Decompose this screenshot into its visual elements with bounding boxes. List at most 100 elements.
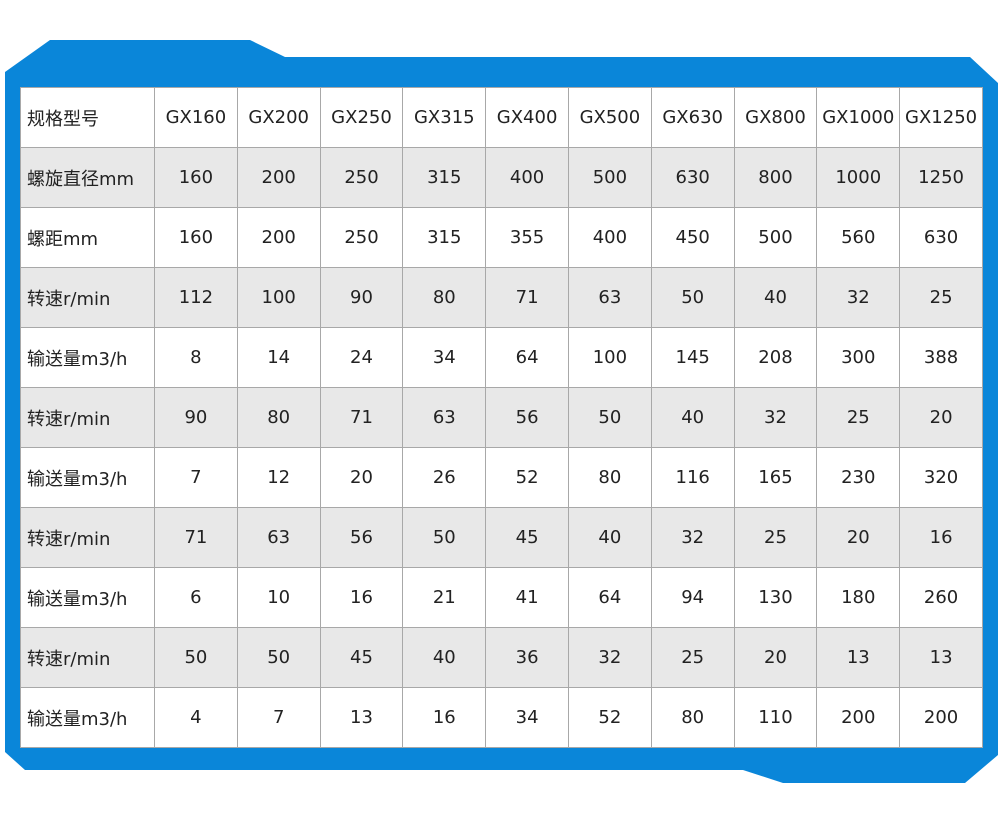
row-label: 转速r/min xyxy=(20,507,155,568)
table-cell: 355 xyxy=(485,207,569,268)
table-cell: 14 xyxy=(236,327,321,388)
table-row: 螺旋直径mm 160 200 250 315 400 500 630 800 1000 1250 xyxy=(20,147,983,208)
table-cell: 7 xyxy=(236,687,321,748)
table-cell: 560 xyxy=(816,207,901,268)
table-cell: 200 xyxy=(236,147,321,208)
table-cell: 40 xyxy=(733,267,818,328)
table-cell: 80 xyxy=(402,267,487,328)
table-cell: 50 xyxy=(154,627,238,688)
table-row: 输送量m3/h 7 12 20 26 52 80 116 165 230 320 xyxy=(20,447,983,508)
header-cell: GX1250 xyxy=(899,87,983,148)
table-cell: 20 xyxy=(816,507,901,568)
row-label: 转速r/min xyxy=(20,387,155,448)
table-cell: 300 xyxy=(816,327,901,388)
table-cell: 71 xyxy=(319,387,404,448)
row-label: 转速r/min xyxy=(20,627,155,688)
table-cell: 80 xyxy=(236,387,321,448)
table-cell: 41 xyxy=(485,567,569,628)
table-cell: 208 xyxy=(733,327,818,388)
table-cell: 130 xyxy=(733,567,818,628)
table-cell: 100 xyxy=(236,267,321,328)
table-cell: 16 xyxy=(402,687,487,748)
table-row: 输送量m3/h 4 7 13 16 34 52 80 110 200 200 xyxy=(20,687,983,748)
table-cell: 800 xyxy=(733,147,818,208)
table-cell: 12 xyxy=(236,447,321,508)
table-cell: 25 xyxy=(650,627,735,688)
table-cell: 116 xyxy=(650,447,735,508)
table-cell: 180 xyxy=(816,567,901,628)
table-cell: 145 xyxy=(650,327,735,388)
table-cell: 32 xyxy=(650,507,735,568)
table-cell: 26 xyxy=(402,447,487,508)
table-cell: 388 xyxy=(899,327,983,388)
table-cell: 630 xyxy=(650,147,735,208)
table-row: 输送量m3/h 8 14 24 34 64 100 145 208 300 388 xyxy=(20,327,983,388)
table-cell: 64 xyxy=(567,567,652,628)
table-cell: 50 xyxy=(402,507,487,568)
table-cell: 56 xyxy=(319,507,404,568)
table-cell: 50 xyxy=(650,267,735,328)
table-cell: 32 xyxy=(733,387,818,448)
table-row: 转速r/min 112 100 90 80 71 63 50 40 32 25 xyxy=(20,267,983,328)
table-cell: 7 xyxy=(154,447,238,508)
table-cell: 250 xyxy=(319,147,404,208)
row-label: 输送量m3/h xyxy=(20,447,155,508)
table-cell: 320 xyxy=(899,447,983,508)
table-cell: 25 xyxy=(899,267,983,328)
table-cell: 200 xyxy=(816,687,901,748)
table-cell: 40 xyxy=(402,627,487,688)
table-cell: 1000 xyxy=(816,147,901,208)
table-cell: 400 xyxy=(485,147,569,208)
table-cell: 90 xyxy=(319,267,404,328)
header-row: 规格型号 GX160 GX200 GX250 GX315 GX400 GX500 GX630 G… xyxy=(20,87,983,148)
table-cell: 315 xyxy=(402,147,487,208)
table-cell: 52 xyxy=(485,447,569,508)
header-cell: GX1000 xyxy=(816,87,901,148)
table-cell: 13 xyxy=(816,627,901,688)
table-cell: 40 xyxy=(650,387,735,448)
table-row: 螺距mm 160 200 250 315 355 400 450 500 560 630 xyxy=(20,207,983,268)
row-label: 输送量m3/h xyxy=(20,327,155,388)
table-cell: 260 xyxy=(899,567,983,628)
table-cell: 45 xyxy=(319,627,404,688)
table-row: 输送量m3/h 6 10 16 21 41 64 94 130 180 260 xyxy=(20,567,983,628)
header-cell: GX400 xyxy=(485,87,569,148)
spec-table: 规格型号 GX160 GX200 GX250 GX315 GX400 GX500 GX630 G… xyxy=(20,87,983,748)
header-cell: GX315 xyxy=(402,87,487,148)
table-cell: 56 xyxy=(485,387,569,448)
table-cell: 90 xyxy=(154,387,238,448)
table-cell: 40 xyxy=(567,507,652,568)
row-label: 输送量m3/h xyxy=(20,567,155,628)
table-cell: 13 xyxy=(899,627,983,688)
table-cell: 16 xyxy=(899,507,983,568)
table-cell: 32 xyxy=(567,627,652,688)
row-label: 螺旋直径mm xyxy=(20,147,155,208)
table-cell: 24 xyxy=(319,327,404,388)
table-cell: 230 xyxy=(816,447,901,508)
table-cell: 34 xyxy=(485,687,569,748)
table-cell: 13 xyxy=(319,687,404,748)
table-cell: 160 xyxy=(154,207,238,268)
table-cell: 450 xyxy=(650,207,735,268)
row-label: 转速r/min xyxy=(20,267,155,328)
table-cell: 20 xyxy=(733,627,818,688)
table-cell: 110 xyxy=(733,687,818,748)
table-cell: 71 xyxy=(485,267,569,328)
table-row: 转速r/min 90 80 71 63 56 50 40 32 25 20 xyxy=(20,387,983,448)
table-cell: 45 xyxy=(485,507,569,568)
table-cell: 8 xyxy=(154,327,238,388)
table-row: 转速r/min 71 63 56 50 45 40 32 25 20 16 xyxy=(20,507,983,568)
table-cell: 34 xyxy=(402,327,487,388)
header-cell: GX160 xyxy=(154,87,238,148)
table-cell: 63 xyxy=(402,387,487,448)
table-cell: 25 xyxy=(733,507,818,568)
table-cell: 64 xyxy=(485,327,569,388)
table-cell: 315 xyxy=(402,207,487,268)
table-cell: 20 xyxy=(319,447,404,508)
table-cell: 1250 xyxy=(899,147,983,208)
table-cell: 71 xyxy=(154,507,238,568)
table-cell: 50 xyxy=(236,627,321,688)
table-cell: 63 xyxy=(567,267,652,328)
header-cell: GX500 xyxy=(567,87,652,148)
table-cell: 32 xyxy=(816,267,901,328)
